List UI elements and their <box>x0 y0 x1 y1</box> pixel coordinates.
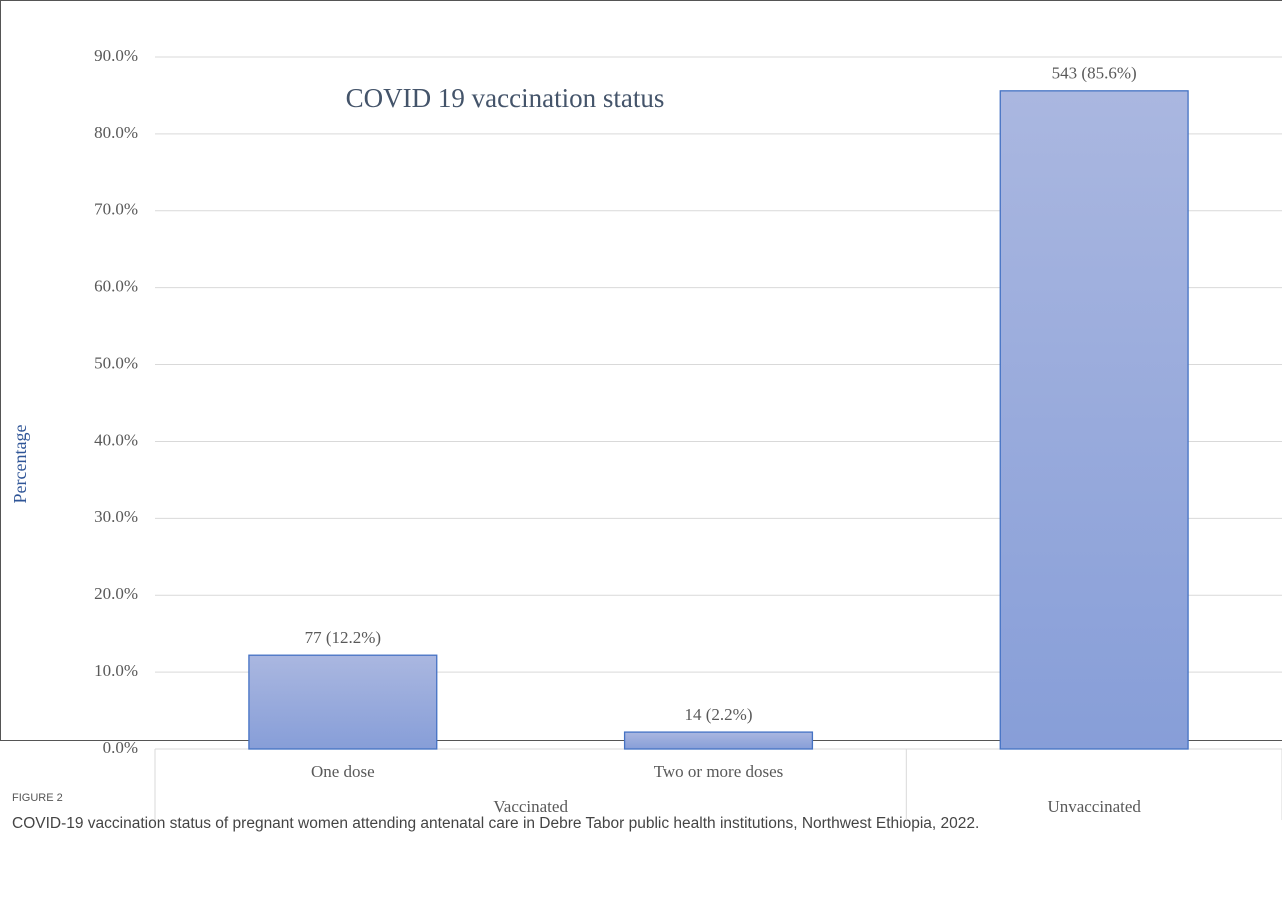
figure-caption: COVID-19 vaccination status of pregnant … <box>12 815 979 832</box>
y-tick-label: 0.0% <box>103 738 138 757</box>
x-tick-label: Two or more doses <box>654 762 784 781</box>
y-tick-label: 60.0% <box>94 277 138 296</box>
bar <box>249 655 437 749</box>
y-tick-label: 20.0% <box>94 584 138 603</box>
figure-label: FIGURE 2 <box>12 792 63 804</box>
y-tick-label: 70.0% <box>94 200 138 219</box>
bar <box>1000 91 1188 749</box>
chart-title: COVID 19 vaccination status <box>346 83 665 113</box>
y-tick-label: 40.0% <box>94 430 138 449</box>
value-label: 14 (2.2%) <box>685 705 753 724</box>
x-tick-label: One dose <box>311 762 375 781</box>
y-tick-label: 30.0% <box>94 507 138 526</box>
y-tick-label: 50.0% <box>94 353 138 372</box>
group-label: Unvaccinated <box>1047 797 1141 816</box>
bar <box>625 732 813 749</box>
value-label: 77 (12.2%) <box>305 628 381 647</box>
y-tick-label: 10.0% <box>94 661 138 680</box>
y-axis-label: Percentage <box>10 425 30 504</box>
value-label: 543 (85.6%) <box>1052 64 1137 83</box>
y-tick-label: 80.0% <box>94 123 138 142</box>
group-label: Vaccinated <box>493 797 568 816</box>
y-tick-label: 90.0% <box>94 46 138 65</box>
